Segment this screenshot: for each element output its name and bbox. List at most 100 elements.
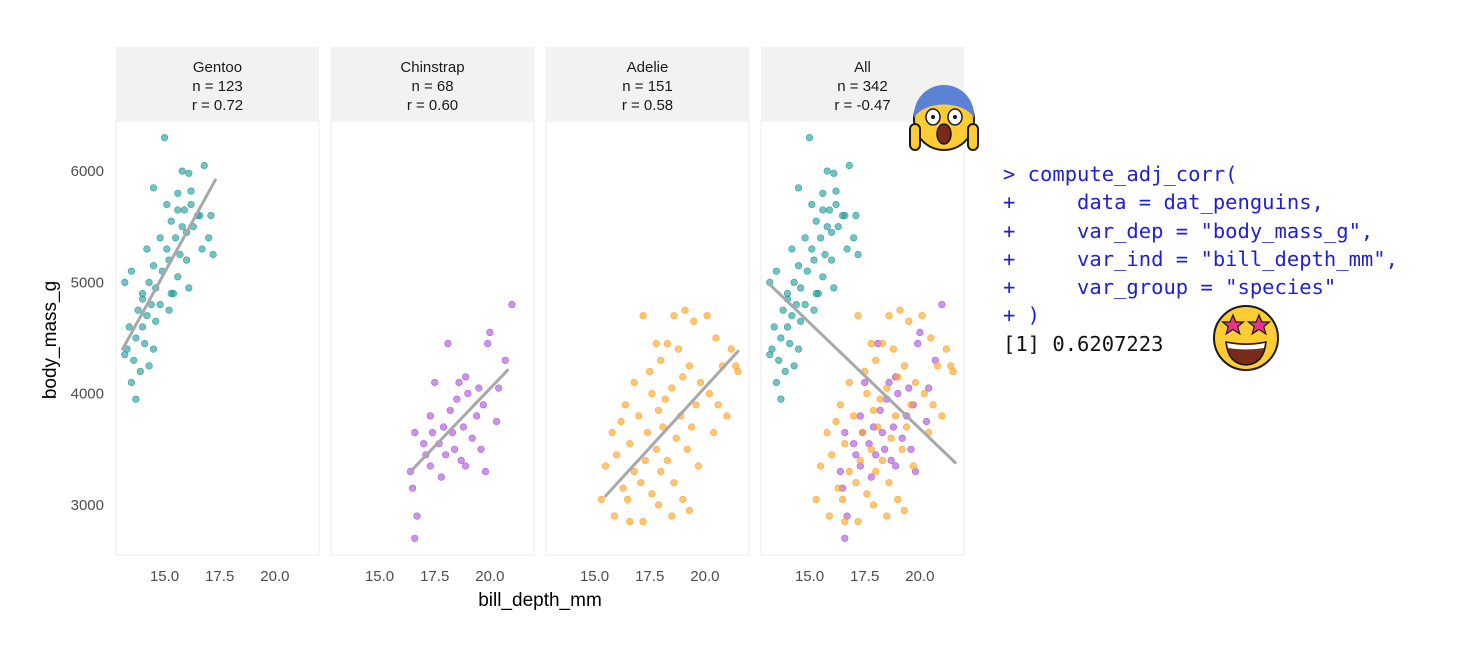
- data-point-gentoo: [138, 289, 147, 298]
- y-axis-title: body_mass_g: [40, 281, 61, 399]
- data-point-adelie: [639, 517, 647, 526]
- data-point-adelie: [668, 512, 676, 520]
- data-point-gentoo: [779, 306, 787, 314]
- data-point-adelie: [687, 423, 696, 431]
- data-point-gentoo: [819, 206, 827, 214]
- data-point-adelie: [674, 345, 683, 353]
- data-point-gentoo: [174, 189, 182, 197]
- data-point-gentoo: [803, 267, 811, 275]
- data-point-gentoo: [205, 234, 213, 242]
- data-point-gentoo: [172, 234, 180, 242]
- data-point-gentoo: [138, 323, 147, 331]
- data-point-adelie: [646, 367, 654, 376]
- panel-gentoo: [115, 120, 320, 556]
- data-point-adelie: [902, 423, 911, 431]
- data-point-adelie: [710, 429, 718, 437]
- facet-label-adelie: Adelie: [627, 59, 669, 76]
- data-point-adelie: [727, 345, 735, 353]
- data-point-chinstrap: [426, 462, 434, 470]
- data-point-gentoo: [149, 184, 158, 192]
- data-point-gentoo: [843, 245, 851, 253]
- data-point-adelie: [942, 345, 950, 353]
- facet-r-label-gentoo: r = 0.72: [192, 97, 243, 114]
- data-point-chinstrap: [907, 445, 915, 453]
- data-point-gentoo: [200, 161, 208, 170]
- data-point-adelie: [648, 390, 656, 398]
- data-point-chinstrap: [455, 378, 463, 387]
- star-struck-face-icon: [1213, 305, 1279, 371]
- data-point-gentoo: [810, 306, 818, 314]
- data-point-gentoo: [152, 317, 160, 325]
- data-point-gentoo: [132, 334, 140, 342]
- data-point-chinstrap: [446, 406, 454, 414]
- data-point-adelie: [900, 506, 909, 515]
- data-point-adelie: [909, 462, 917, 470]
- data-point-chinstrap: [439, 423, 448, 431]
- data-point-gentoo: [783, 323, 792, 331]
- x-tick-label: 20.0: [260, 568, 289, 585]
- data-point-adelie: [643, 429, 652, 437]
- facet-r-label-chinstrap: r = 0.60: [407, 97, 458, 114]
- x-tick-label: 15.0: [580, 568, 609, 585]
- data-point-gentoo: [845, 161, 853, 170]
- data-point-adelie: [619, 484, 627, 492]
- data-point-gentoo: [801, 234, 809, 242]
- data-point-adelie: [874, 423, 882, 431]
- data-point-adelie: [657, 356, 665, 364]
- data-point-adelie: [663, 340, 672, 348]
- data-point-adelie: [883, 384, 891, 392]
- facet-strip-chinstrap: [331, 47, 534, 121]
- data-point-chinstrap: [451, 445, 459, 453]
- data-point-gentoo: [801, 301, 809, 309]
- data-point-gentoo: [827, 256, 836, 264]
- data-point-gentoo: [134, 306, 142, 314]
- y-tick-label: 4000: [71, 386, 104, 403]
- data-point-chinstrap: [841, 534, 849, 542]
- data-point-chinstrap: [437, 473, 445, 481]
- data-point-gentoo: [209, 250, 217, 259]
- data-point-chinstrap: [420, 440, 428, 448]
- data-point-adelie: [610, 512, 619, 520]
- data-point-gentoo: [792, 301, 800, 309]
- data-point-gentoo: [176, 250, 184, 259]
- data-point-gentoo: [127, 267, 135, 275]
- data-point-chinstrap: [411, 429, 419, 437]
- data-point-chinstrap: [413, 512, 421, 520]
- data-point-gentoo: [814, 289, 823, 298]
- data-point-adelie: [672, 434, 680, 442]
- data-point-gentoo: [149, 262, 158, 270]
- data-point-gentoo: [149, 345, 158, 353]
- data-point-gentoo: [812, 217, 820, 225]
- data-point-adelie: [947, 362, 955, 370]
- data-point-adelie: [648, 490, 656, 498]
- data-point-adelie: [845, 467, 853, 476]
- data-point-adelie: [696, 378, 705, 387]
- data-point-adelie: [703, 312, 711, 320]
- data-point-chinstrap: [861, 378, 869, 387]
- data-point-adelie: [856, 456, 864, 465]
- data-point-gentoo: [830, 169, 838, 177]
- data-point-chinstrap: [468, 434, 476, 442]
- facet-r-label-all: r = -0.47: [834, 97, 890, 114]
- data-point-chinstrap: [426, 412, 434, 420]
- data-point-adelie: [652, 445, 660, 453]
- data-point-gentoo: [121, 351, 129, 359]
- data-point-adelie: [918, 312, 926, 320]
- data-point-chinstrap: [428, 429, 437, 437]
- data-point-chinstrap: [409, 484, 417, 492]
- x-tick-label: 17.5: [635, 568, 664, 585]
- data-point-chinstrap: [938, 301, 946, 309]
- data-point-adelie: [894, 495, 902, 504]
- data-point-gentoo: [775, 356, 783, 364]
- data-point-chinstrap: [889, 423, 898, 431]
- data-point-adelie: [597, 495, 605, 504]
- data-point-chinstrap: [473, 412, 481, 420]
- data-point-adelie: [661, 395, 669, 403]
- data-point-adelie: [670, 312, 678, 320]
- data-point-adelie: [652, 340, 660, 348]
- data-point-adelie: [896, 306, 904, 314]
- data-point-adelie: [816, 462, 825, 470]
- data-point-gentoo: [207, 212, 215, 220]
- data-point-gentoo: [185, 169, 193, 177]
